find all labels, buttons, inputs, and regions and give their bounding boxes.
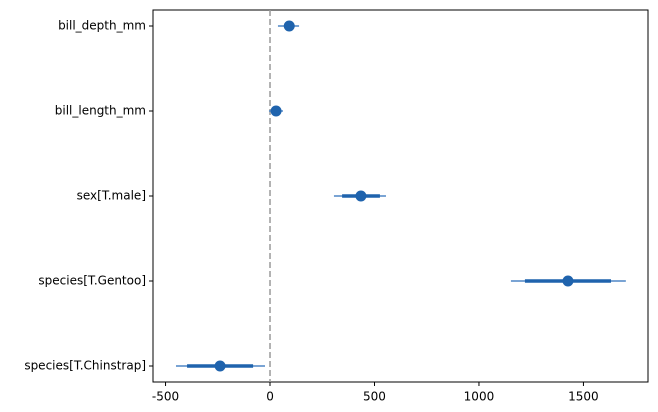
estimate-point [355,190,367,202]
x-tick-label: 1500 [568,390,599,404]
x-tick-label: -500 [152,390,179,404]
plot-frame [152,9,649,383]
x-tick-label: 500 [363,390,386,404]
y-tick-label: species[T.Chinstrap] [24,359,146,373]
y-tick-label: bill_length_mm [55,104,146,118]
y-tick-label: species[T.Gentoo] [38,274,146,288]
estimate-point [214,360,226,372]
estimate-point [283,20,295,32]
y-tick-label: bill_depth_mm [58,19,146,33]
x-tick-label: 0 [266,390,274,404]
y-tick-label: sex[T.male] [77,189,146,203]
estimate-point [270,105,282,117]
estimate-point [562,275,574,287]
x-tick-label: 1000 [464,390,495,404]
